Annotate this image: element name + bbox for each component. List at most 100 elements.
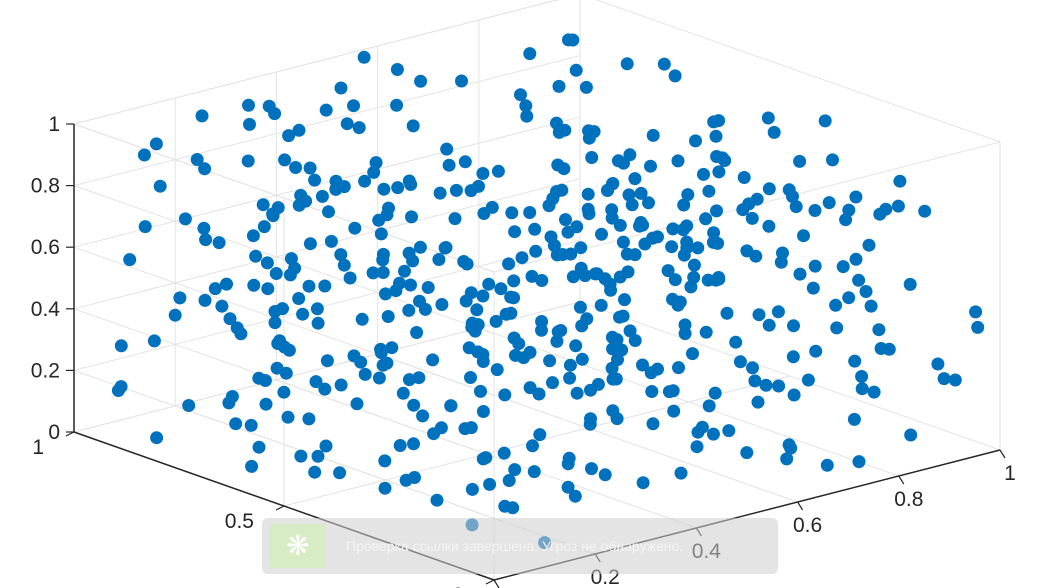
data-point [625,198,639,212]
data-point [793,267,807,281]
z-tick-label: 0.8 [31,175,60,198]
data-point [168,308,182,322]
data-point [711,236,725,250]
data-point [862,238,876,252]
data-point [198,162,212,176]
data-point [348,221,362,235]
data-point [787,388,801,402]
data-point [801,373,815,387]
data-point [223,312,237,326]
data-point [319,103,333,117]
data-point [385,341,399,355]
data-point [842,291,856,305]
data-point [969,305,983,319]
data-point [645,385,659,398]
data-point [407,398,421,412]
data-point [706,427,720,441]
data-point [299,194,313,208]
data-point [458,422,472,436]
data-point [616,309,630,323]
data-point [722,424,736,438]
data-point [971,320,985,334]
data-point [849,190,863,204]
z-tick-label: 0.6 [31,236,60,259]
data-point [245,459,259,473]
data-point [256,198,270,212]
data-point [337,258,351,272]
data-point [485,200,499,214]
data-point [644,159,657,173]
data-point [462,341,476,355]
data-point [229,417,243,431]
data-point [569,63,583,77]
data-point [642,196,655,210]
gridline-y-floor [283,375,791,507]
data-point [376,253,390,267]
data-point [303,237,317,251]
data-point [533,428,547,442]
data-point [720,306,734,320]
data-point [320,354,334,368]
data-point [690,440,704,454]
data-point [628,248,642,262]
data-point [849,252,863,266]
data-point [623,148,637,162]
data-point [483,477,497,491]
data-point [695,420,709,434]
data-point [276,302,289,316]
data-point [558,123,572,137]
data-point [751,395,765,409]
data-point [198,293,212,307]
data-point [182,399,196,412]
data-point [241,154,255,168]
data-point [746,361,759,375]
data-point [855,370,869,383]
data-point [482,277,496,291]
data-point [784,441,798,455]
data-point [242,98,255,112]
link-check-notification[interactable]: ❋ Проверка ссылки завершена. Угроз не об… [262,518,778,574]
data-point [672,361,685,375]
data-point [398,264,411,278]
data-point [465,316,479,330]
data-point [787,319,800,333]
data-point [137,148,151,162]
data-point [852,455,866,469]
data-point [718,154,732,167]
data-point [455,74,468,88]
data-point [689,134,702,148]
data-point [427,427,441,441]
data-point [891,199,905,213]
data-point [476,289,490,303]
data-point [818,114,832,128]
data-point [561,225,575,239]
data-point [551,158,565,172]
data-point [512,337,526,351]
gridline-z-wall-y1 [73,55,581,187]
data-point [561,480,575,494]
data-point [225,390,239,403]
data-point [806,281,820,295]
data-point [634,186,648,200]
data-point [406,119,420,133]
data-point [733,355,747,369]
data-point [426,353,440,367]
data-point [579,80,593,94]
data-point [315,189,329,203]
data-point [208,282,222,296]
y-tick-label: 1 [32,436,44,459]
data-point [413,294,426,308]
data-point [379,287,392,301]
data-point [311,449,325,463]
data-point [546,376,559,390]
gridline-z-wall-x0 [73,308,495,458]
data-point [665,240,679,254]
data-point [389,284,403,298]
data-point [904,428,918,442]
data-point [729,335,743,349]
data-point [543,354,557,368]
data-point [302,279,316,293]
data-point [752,308,766,322]
data-point [470,303,484,317]
data-point [585,151,599,164]
